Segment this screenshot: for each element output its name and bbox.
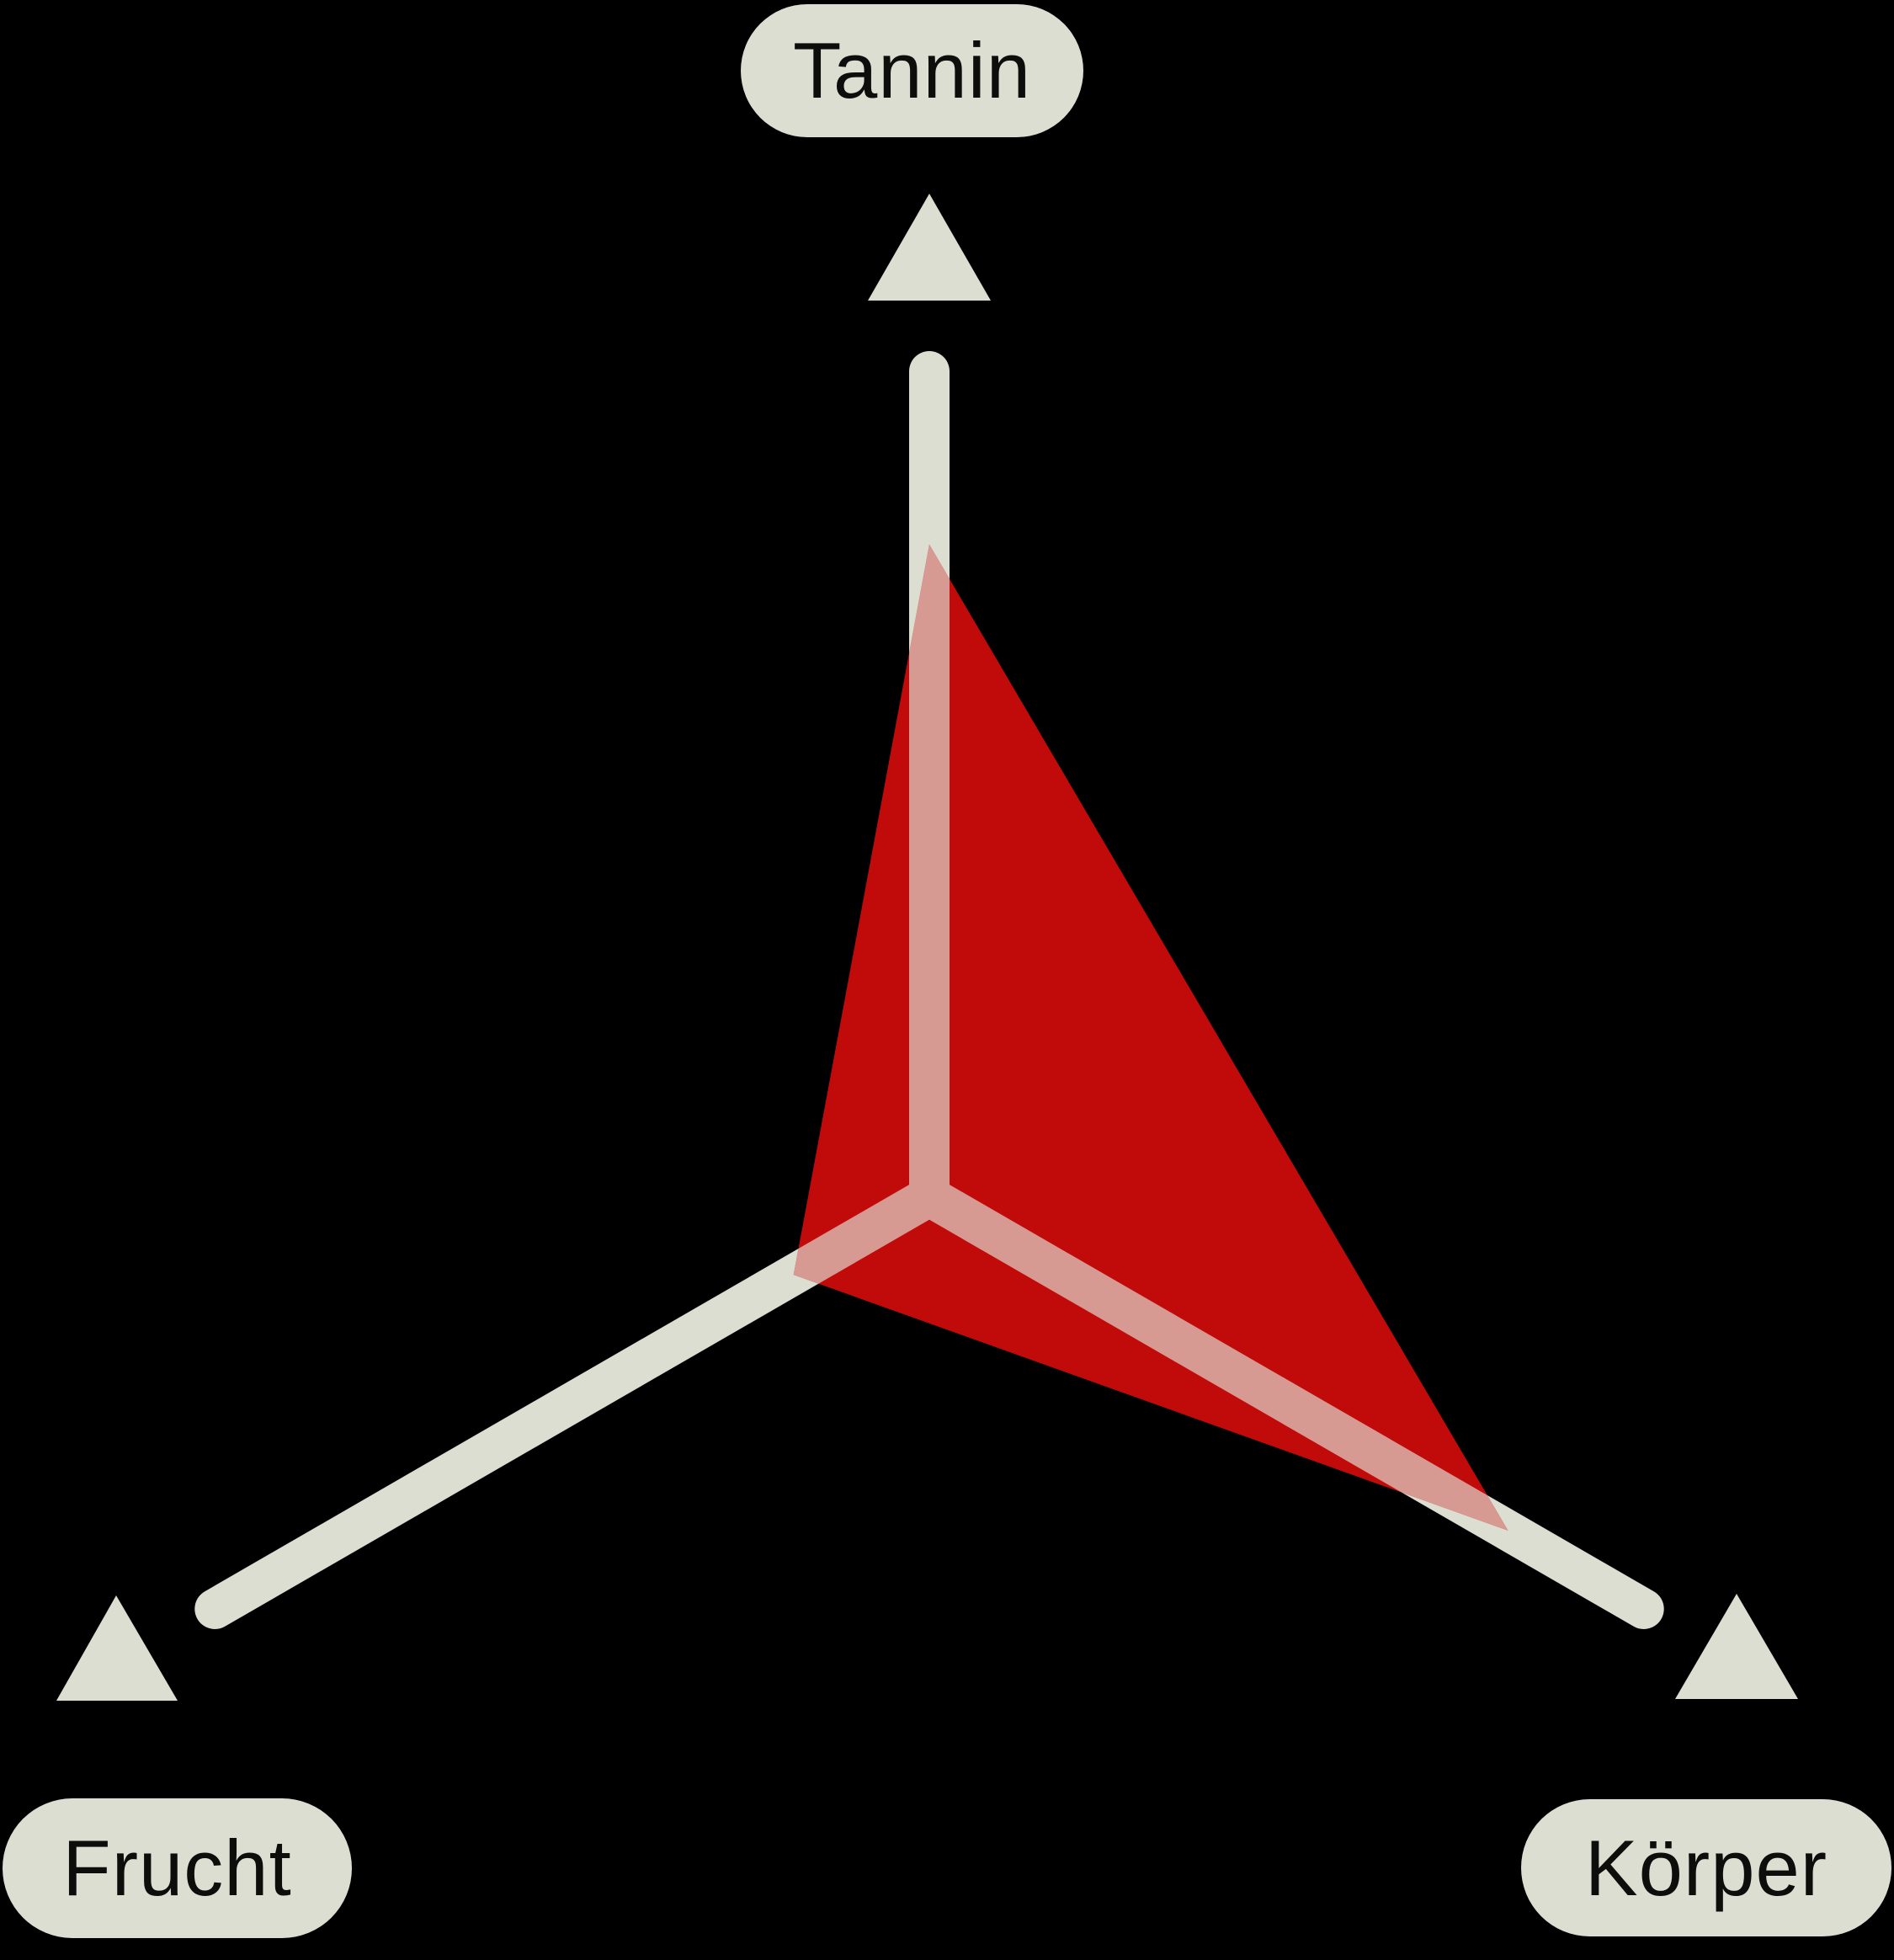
- axis-arrows: [56, 194, 1798, 1701]
- axis-label-tannin-text: Tannin: [793, 26, 1031, 115]
- axis-label-frucht-text: Frucht: [62, 1824, 292, 1912]
- spoke-overlay-frucht: [793, 1176, 950, 1531]
- frucht-axis-arrow-up-icon: [56, 1595, 178, 1701]
- tannin-axis-arrow-up-icon: [868, 194, 991, 301]
- koerper-axis-arrow-up-icon: [1675, 1594, 1798, 1699]
- axis-label-tannin: Tannin: [741, 4, 1083, 137]
- spoke-overlay-group: [793, 544, 1508, 1531]
- axis-label-frucht: Frucht: [3, 1798, 352, 1938]
- data-polygon: [793, 544, 1508, 1531]
- axis-label-koerper: Körper: [1521, 1799, 1891, 1936]
- spoke-overlay-koerper: [909, 1176, 1508, 1531]
- axis-label-koerper-text: Körper: [1584, 1823, 1828, 1912]
